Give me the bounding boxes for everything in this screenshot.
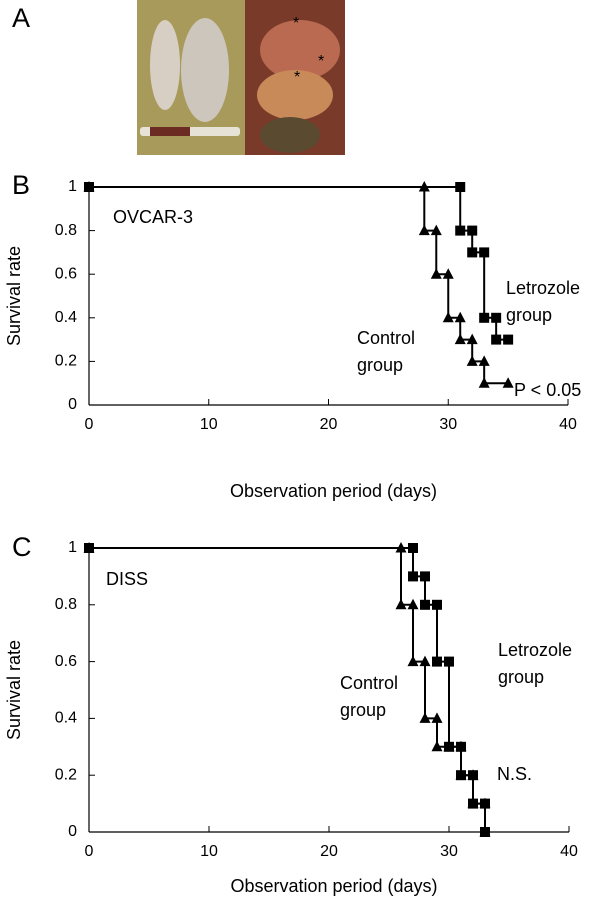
triangle-marker — [419, 655, 431, 667]
square-marker — [503, 334, 514, 345]
y-tick-label: 0.4 — [55, 309, 77, 326]
square-marker — [480, 798, 490, 809]
y-tick-label: 1 — [68, 178, 77, 195]
panel-label: C — [12, 532, 32, 562]
x-tick-label: 0 — [85, 843, 94, 860]
x-tick-label: 10 — [200, 416, 218, 433]
square-marker — [84, 543, 94, 553]
triangle-marker — [430, 224, 442, 236]
annotation: N.S. — [497, 764, 532, 784]
annotation: group — [498, 667, 544, 687]
square-marker — [455, 225, 466, 236]
square-marker — [408, 543, 418, 553]
y-tick-label: 0.2 — [55, 353, 77, 370]
annotation: Letrozole — [498, 640, 572, 660]
square-marker — [491, 334, 502, 345]
tissue — [260, 20, 340, 80]
annotation: DISS — [106, 569, 148, 589]
annotation: group — [506, 305, 552, 325]
square-marker — [479, 312, 490, 323]
y-tick-label: 0.2 — [55, 766, 77, 783]
y-tick-label: 0 — [68, 823, 77, 840]
y-axis-label: Survival rate — [4, 246, 24, 346]
annotation: group — [357, 355, 403, 375]
triangle-marker — [466, 333, 478, 345]
x-tick-label: 0 — [85, 416, 94, 433]
square-marker — [467, 247, 478, 258]
annotation: group — [340, 700, 386, 720]
triangle-marker — [478, 355, 490, 366]
square-marker — [480, 827, 490, 837]
triangle-marker — [442, 311, 454, 323]
triangle-marker — [454, 311, 466, 323]
x-tick-label: 40 — [559, 416, 577, 433]
square-marker — [468, 798, 478, 809]
x-tick-label: 30 — [440, 843, 458, 860]
y-tick-label: 0.4 — [55, 710, 77, 727]
y-tick-label: 0.8 — [55, 222, 77, 239]
triangle-marker — [454, 333, 466, 345]
square-marker — [491, 312, 502, 323]
square-marker — [84, 182, 94, 192]
y-tick-label: 1 — [68, 539, 77, 556]
square-marker — [432, 599, 442, 610]
annotation: Control — [357, 328, 415, 348]
square-marker — [420, 599, 430, 610]
triangle-marker — [431, 740, 443, 752]
square-marker — [479, 247, 490, 258]
x-axis-label: Observation period (days) — [230, 876, 437, 896]
y-tick-label: 0.6 — [55, 265, 77, 282]
tissue — [257, 70, 333, 120]
syringe-fluid — [150, 127, 190, 136]
photo-mark: * — [318, 53, 324, 70]
photo-mark: * — [293, 15, 299, 32]
panel-label: B — [12, 170, 30, 200]
x-tick-label: 40 — [560, 843, 578, 860]
mouse — [181, 18, 229, 122]
panel-label: A — [12, 3, 30, 33]
survival-line — [89, 186, 509, 341]
square-marker — [468, 770, 478, 781]
triangle-marker — [407, 598, 419, 610]
annotation: Control — [340, 673, 398, 693]
triangle-marker — [478, 377, 490, 388]
y-tick-label: 0 — [68, 396, 77, 413]
y-tick-label: 0.8 — [55, 596, 77, 613]
x-tick-label: 10 — [200, 843, 218, 860]
x-tick-label: 30 — [439, 416, 457, 433]
tissue — [260, 117, 320, 153]
square-marker — [420, 571, 430, 582]
x-tick-label: 20 — [320, 416, 338, 433]
square-marker — [432, 656, 442, 667]
square-marker — [408, 571, 418, 582]
triangle-marker — [418, 224, 430, 236]
annotation: P < 0.05 — [514, 380, 581, 400]
square-marker — [456, 741, 466, 752]
triangle-marker — [466, 355, 478, 366]
annotation: Letrozole — [506, 278, 580, 298]
square-marker — [444, 741, 454, 752]
triangle-marker — [431, 712, 443, 723]
y-axis-label: Survival rate — [4, 640, 24, 740]
square-marker — [455, 182, 466, 192]
triangle-marker — [407, 655, 419, 667]
mouse — [150, 20, 180, 110]
square-marker — [467, 225, 478, 236]
square-marker — [456, 770, 466, 781]
photo-mark: * — [294, 69, 300, 86]
x-axis-label: Observation period (days) — [230, 481, 437, 501]
triangle-marker — [395, 598, 407, 610]
triangle-marker — [442, 268, 454, 279]
triangle-marker — [419, 712, 431, 723]
triangle-marker — [430, 268, 442, 279]
photo: * * * — [137, 0, 345, 155]
annotation: OVCAR-3 — [113, 207, 193, 227]
triangle-marker — [502, 377, 514, 388]
y-tick-label: 0.6 — [55, 653, 77, 670]
x-tick-label: 20 — [320, 843, 338, 860]
square-marker — [444, 656, 454, 667]
